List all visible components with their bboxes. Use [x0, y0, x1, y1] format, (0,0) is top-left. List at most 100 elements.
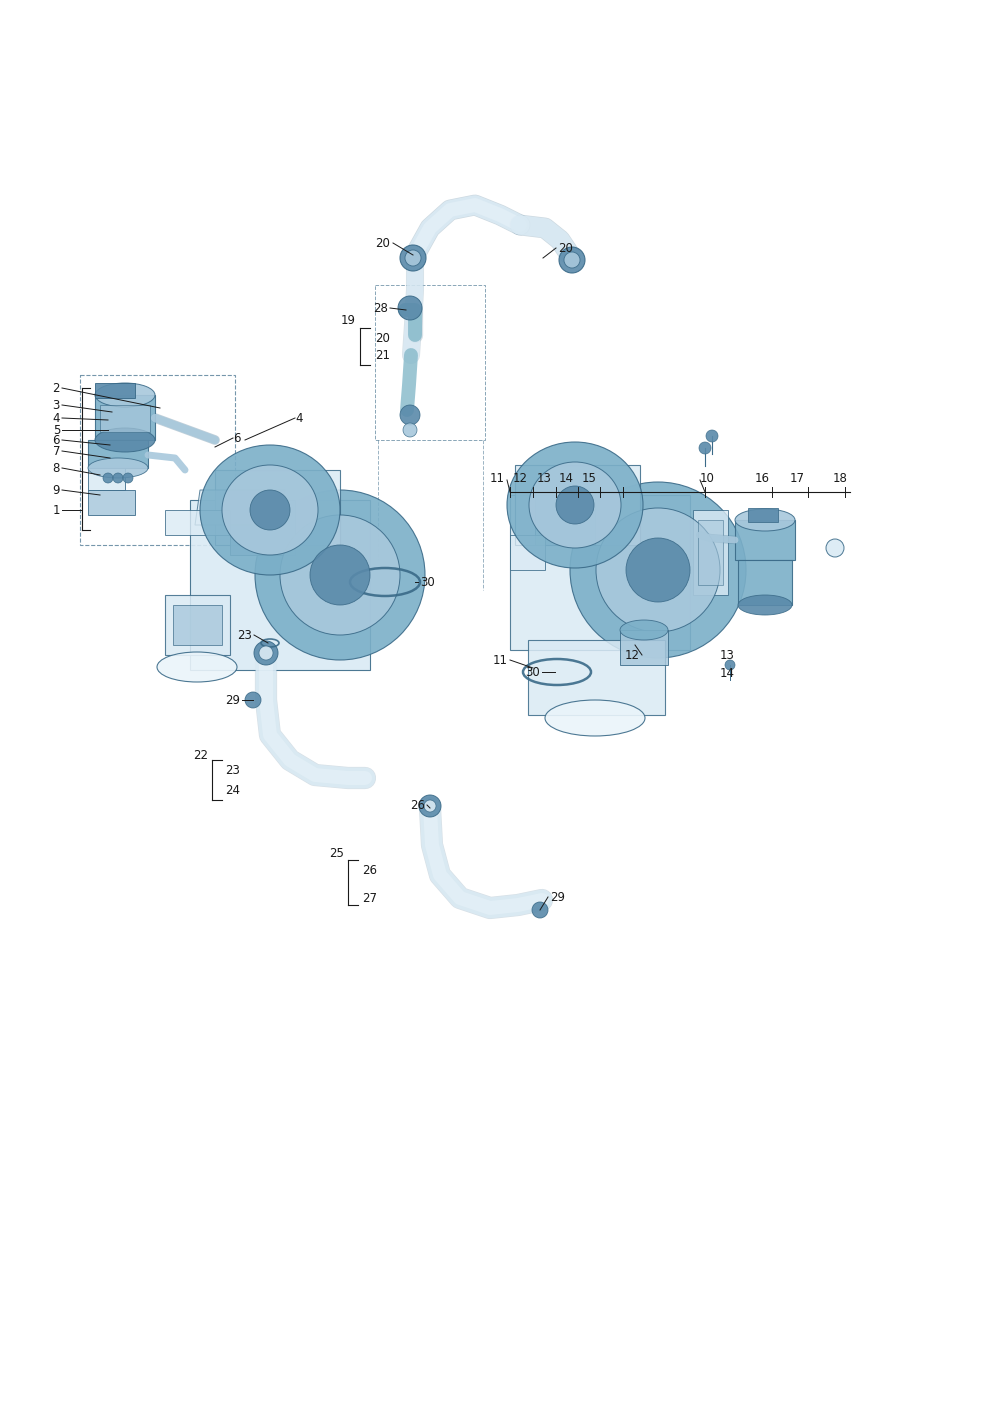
Ellipse shape	[245, 692, 261, 709]
Polygon shape	[88, 490, 135, 515]
Text: 20: 20	[375, 331, 390, 345]
Ellipse shape	[403, 422, 417, 436]
Text: 22: 22	[193, 748, 208, 762]
Text: 14: 14	[720, 666, 735, 679]
Ellipse shape	[400, 246, 426, 271]
Text: 4: 4	[53, 411, 60, 425]
Text: 3: 3	[53, 398, 60, 411]
Ellipse shape	[113, 473, 123, 483]
Text: 14: 14	[559, 471, 574, 484]
Ellipse shape	[706, 429, 718, 442]
Ellipse shape	[400, 405, 420, 425]
Ellipse shape	[95, 428, 155, 452]
Bar	[375, 285, 485, 441]
Text: 20: 20	[375, 237, 390, 250]
Text: 27: 27	[362, 891, 377, 905]
Text: 26: 26	[362, 863, 377, 877]
Ellipse shape	[255, 490, 425, 659]
Text: 11: 11	[493, 654, 508, 666]
Polygon shape	[190, 499, 370, 671]
Polygon shape	[693, 511, 728, 595]
Polygon shape	[88, 441, 148, 469]
Text: 12: 12	[625, 648, 640, 661]
Ellipse shape	[556, 485, 594, 523]
Polygon shape	[88, 469, 125, 490]
Polygon shape	[738, 560, 792, 605]
Ellipse shape	[424, 800, 436, 812]
Ellipse shape	[254, 641, 278, 665]
Text: 13: 13	[720, 648, 735, 661]
Ellipse shape	[596, 508, 720, 631]
Ellipse shape	[250, 490, 290, 530]
Ellipse shape	[564, 253, 580, 268]
Text: 13: 13	[537, 471, 552, 484]
Text: 10: 10	[700, 471, 715, 484]
Ellipse shape	[280, 515, 400, 636]
Text: 1: 1	[53, 504, 60, 516]
Ellipse shape	[103, 473, 113, 483]
Ellipse shape	[699, 442, 711, 455]
Ellipse shape	[570, 483, 746, 658]
Polygon shape	[510, 495, 690, 650]
Ellipse shape	[738, 595, 792, 615]
Text: 4: 4	[295, 411, 303, 425]
Polygon shape	[215, 470, 340, 544]
Text: 9: 9	[53, 484, 60, 497]
Text: 15: 15	[582, 471, 597, 484]
Polygon shape	[195, 490, 285, 525]
Polygon shape	[230, 499, 295, 556]
Ellipse shape	[559, 247, 585, 274]
Polygon shape	[620, 630, 668, 665]
Polygon shape	[698, 521, 723, 585]
Text: 2: 2	[53, 382, 60, 394]
Ellipse shape	[507, 442, 643, 568]
Ellipse shape	[259, 645, 273, 659]
Text: 6: 6	[53, 434, 60, 446]
Text: 20: 20	[558, 241, 572, 254]
Ellipse shape	[545, 700, 645, 737]
Text: 30: 30	[420, 575, 434, 588]
Ellipse shape	[405, 250, 421, 267]
Text: 25: 25	[329, 846, 344, 860]
Polygon shape	[95, 396, 155, 441]
Ellipse shape	[735, 509, 795, 530]
Ellipse shape	[626, 537, 690, 602]
Ellipse shape	[200, 445, 340, 575]
Text: 24: 24	[225, 783, 240, 797]
Text: 19: 19	[341, 313, 356, 327]
Text: 21: 21	[375, 348, 390, 362]
Ellipse shape	[529, 462, 621, 549]
Text: 16: 16	[755, 471, 770, 484]
Text: 29: 29	[225, 693, 240, 707]
Text: 6: 6	[233, 432, 240, 445]
Text: 29: 29	[550, 891, 565, 904]
Ellipse shape	[95, 383, 155, 407]
Ellipse shape	[419, 796, 441, 817]
Text: 8: 8	[53, 462, 60, 474]
Text: 7: 7	[53, 445, 60, 457]
Polygon shape	[528, 640, 665, 716]
Text: 18: 18	[833, 471, 848, 484]
Text: 12: 12	[513, 471, 528, 484]
Ellipse shape	[310, 544, 370, 605]
Text: 26: 26	[410, 798, 425, 811]
Ellipse shape	[123, 473, 133, 483]
Text: 23: 23	[225, 763, 240, 776]
Ellipse shape	[398, 296, 422, 320]
Ellipse shape	[532, 902, 548, 918]
Polygon shape	[748, 508, 778, 522]
Ellipse shape	[620, 620, 668, 640]
Polygon shape	[515, 464, 640, 544]
Text: 28: 28	[373, 302, 388, 314]
Polygon shape	[100, 405, 150, 432]
Ellipse shape	[826, 539, 844, 557]
Ellipse shape	[157, 652, 237, 682]
Text: 11: 11	[490, 471, 505, 484]
Polygon shape	[165, 595, 230, 655]
Text: 23: 23	[237, 629, 252, 641]
Polygon shape	[510, 535, 545, 570]
Ellipse shape	[725, 659, 735, 671]
Polygon shape	[95, 383, 135, 398]
Polygon shape	[735, 521, 795, 560]
Bar	[80, 375, 235, 544]
